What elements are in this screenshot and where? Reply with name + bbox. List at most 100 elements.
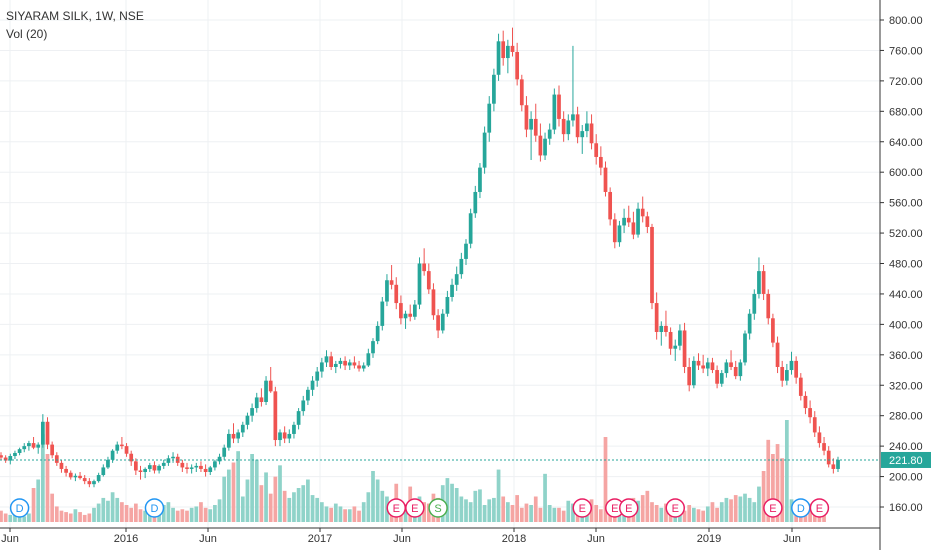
price-axis[interactable]: 800.00 760.00 720.00 680.00 640.00 600.00 560.… xyxy=(879,0,932,550)
candle-body xyxy=(389,280,394,285)
candle xyxy=(143,467,148,479)
candle xyxy=(17,447,22,456)
candle xyxy=(636,202,640,238)
candle xyxy=(78,471,82,480)
candle xyxy=(743,330,747,366)
candle xyxy=(306,386,310,406)
volume-bar xyxy=(8,514,13,522)
time-axis[interactable]: Jun 2016 Jun 2017 Jun 2018 Jun 2019 Jun xyxy=(0,527,880,545)
candle-body xyxy=(622,217,626,226)
candle-body xyxy=(329,356,334,367)
candle xyxy=(45,417,50,450)
candle-body xyxy=(431,289,436,316)
candle-body xyxy=(166,458,171,463)
volume-bar xyxy=(654,505,659,522)
event-badge-label: D xyxy=(16,503,24,515)
volume-bar xyxy=(213,505,217,522)
candle xyxy=(96,472,101,483)
candle xyxy=(380,296,385,331)
candle xyxy=(217,453,222,465)
volume-bar xyxy=(59,510,64,522)
candle-body xyxy=(380,301,385,326)
candle xyxy=(157,464,161,474)
event-badge-label: E xyxy=(611,503,618,515)
volume-bar xyxy=(50,493,55,522)
candle-body xyxy=(473,191,478,214)
candle xyxy=(468,208,473,249)
event-badge-D: D xyxy=(791,498,811,518)
candle xyxy=(73,473,78,482)
event-badge-label: D xyxy=(150,503,158,515)
candle-body xyxy=(417,263,422,305)
candle xyxy=(678,324,682,351)
volume-bar xyxy=(166,502,171,522)
candle xyxy=(54,452,59,466)
candle xyxy=(287,429,292,444)
candle xyxy=(487,96,492,142)
candle-body xyxy=(185,467,189,469)
time-tick-label: Jun xyxy=(783,533,801,545)
volume-bar xyxy=(682,510,687,522)
candle-body xyxy=(743,333,747,363)
candle-body xyxy=(585,123,589,132)
price-tick-label: 240.00 xyxy=(889,441,923,453)
candle-body xyxy=(524,105,529,130)
candle-body xyxy=(40,421,45,445)
volume-bar xyxy=(110,492,115,522)
candle xyxy=(747,309,752,340)
candle xyxy=(752,289,757,320)
volume-bar xyxy=(598,509,603,522)
candle xyxy=(529,111,533,161)
event-badge-circle xyxy=(405,498,425,518)
candle-body xyxy=(464,243,468,259)
candle xyxy=(775,336,780,374)
candle-body xyxy=(82,478,87,482)
candle-body xyxy=(268,380,273,392)
volume-bar xyxy=(259,485,264,522)
candle-body xyxy=(789,360,794,371)
candle xyxy=(352,356,357,369)
candle-body xyxy=(519,79,524,106)
candle xyxy=(482,126,487,174)
candle-body xyxy=(798,377,803,396)
candle-body xyxy=(222,447,227,457)
candle-body xyxy=(775,342,780,367)
candle xyxy=(733,360,738,380)
candle xyxy=(152,461,157,474)
candle xyxy=(203,464,208,477)
event-badge-label: E xyxy=(411,503,418,515)
candle-body xyxy=(598,156,603,168)
candle xyxy=(161,459,166,469)
candle xyxy=(701,354,706,374)
candle xyxy=(473,185,478,218)
event-badge-label: E xyxy=(672,503,679,515)
candle-body xyxy=(729,362,733,367)
candle xyxy=(133,458,138,476)
candle xyxy=(515,42,520,86)
volume-bar xyxy=(603,437,608,522)
candle-body xyxy=(361,365,366,369)
candle-body xyxy=(264,380,268,402)
candle xyxy=(324,350,329,367)
candle-body xyxy=(626,217,631,223)
volume-bar xyxy=(222,476,227,522)
candle-body xyxy=(87,481,92,485)
volume-bar xyxy=(0,510,3,522)
candle-body xyxy=(296,411,301,425)
volume-bar xyxy=(533,496,538,522)
candle-body xyxy=(199,465,203,469)
candle-body xyxy=(36,444,41,448)
candle xyxy=(608,187,613,226)
volume-bar xyxy=(250,454,254,522)
candle xyxy=(366,348,371,367)
event-badge-E: E xyxy=(619,498,639,518)
volume-bar xyxy=(315,497,320,522)
candle-body xyxy=(738,362,743,377)
event-badge-circle xyxy=(809,498,830,518)
candle xyxy=(82,475,87,485)
candle-body xyxy=(352,362,357,366)
price-tick-label: 560.00 xyxy=(889,198,923,210)
